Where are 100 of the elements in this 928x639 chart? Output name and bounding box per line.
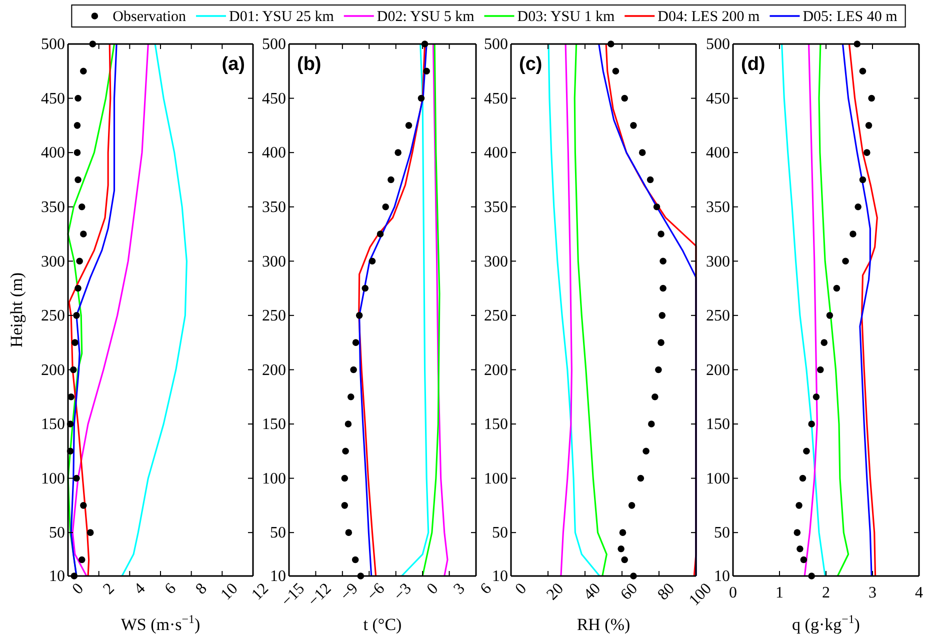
point <box>405 122 412 129</box>
point <box>658 312 666 319</box>
y-tick-label: 450 <box>41 90 65 108</box>
point <box>648 420 655 428</box>
x-tick-label: 2 <box>822 584 830 602</box>
x-tick-label: 10 <box>218 580 242 604</box>
line-series <box>848 43 878 577</box>
y-tick-label: 150 <box>706 416 730 434</box>
y-tick-label: 250 <box>484 308 508 325</box>
point <box>865 122 872 129</box>
point <box>621 556 628 564</box>
y-tick-label: 250 <box>706 308 730 325</box>
point <box>73 474 80 482</box>
y-tick-label: 250 <box>41 308 65 325</box>
annotation: (c) <box>519 54 542 75</box>
y-tick-label: 300 <box>41 253 65 270</box>
x-tick-label: 80 <box>654 580 678 604</box>
x-tick-label: 4 <box>915 584 923 602</box>
point <box>348 393 354 400</box>
point <box>796 545 804 552</box>
y-tick-label: 500 <box>41 36 65 54</box>
x-tick-label: −6 <box>364 580 388 604</box>
point <box>382 203 389 210</box>
point <box>808 420 815 428</box>
point <box>859 68 866 75</box>
point <box>342 448 349 455</box>
annotation: (b) <box>297 54 322 75</box>
x-tick-label: 3 <box>868 584 876 602</box>
point <box>76 258 83 265</box>
y-axis-title: Height (m) <box>7 272 26 348</box>
y-tick-label: 150 <box>262 416 286 434</box>
y-tick-label: 450 <box>484 90 508 108</box>
y-tick-label: 200 <box>41 362 65 379</box>
point <box>74 94 82 102</box>
x-tick-label: 0 <box>729 584 737 602</box>
point <box>621 94 628 102</box>
x-tick-label: 8 <box>192 580 210 598</box>
point <box>854 203 862 210</box>
x-tick-label: 0 <box>69 580 88 598</box>
point <box>418 94 425 102</box>
point <box>637 474 644 482</box>
y-tick-label: 450 <box>706 90 730 108</box>
point <box>612 68 620 75</box>
point <box>341 474 348 482</box>
legend-label: D03: YSU 1 km <box>517 9 615 25</box>
y-tick-label: 500 <box>484 36 508 54</box>
line-series <box>574 43 608 577</box>
point <box>356 312 363 319</box>
y-tick-label: 300 <box>484 253 508 270</box>
point <box>70 366 77 374</box>
point <box>74 149 81 156</box>
point <box>796 502 802 509</box>
y-tick-label: 200 <box>484 362 508 379</box>
point <box>864 149 870 156</box>
y-tick-label: 200 <box>262 362 286 379</box>
point <box>78 556 86 564</box>
x-tick-label: 12 <box>248 580 272 604</box>
line-series <box>548 43 600 577</box>
legend-label: D05: LES 40 m <box>802 9 898 25</box>
point <box>817 366 824 374</box>
x-axis-title: RH (%) <box>576 615 630 634</box>
point <box>653 203 660 210</box>
y-tick-label: 50 <box>492 524 508 542</box>
point <box>74 176 82 184</box>
point <box>868 94 875 102</box>
legend-label: D02: YSU 5 km <box>376 9 475 25</box>
x-tick-label: 4 <box>131 580 149 598</box>
y-tick-label: 500 <box>706 36 730 54</box>
line-series <box>842 43 872 577</box>
point <box>850 230 856 238</box>
point <box>630 122 637 129</box>
x-tick-label: 1 <box>776 584 784 602</box>
point <box>73 312 80 319</box>
point <box>628 502 636 509</box>
point <box>74 122 81 129</box>
point <box>341 502 348 509</box>
x-tick-label: 6 <box>162 580 180 598</box>
line-series <box>781 43 826 577</box>
point <box>833 284 840 292</box>
y-tick-label: 50 <box>270 524 286 542</box>
y-tick-label: 50 <box>714 524 730 542</box>
y-tick-label: 350 <box>484 198 508 216</box>
line-series <box>400 43 430 577</box>
point <box>78 203 86 210</box>
y-tick-label: 100 <box>484 470 508 488</box>
point <box>655 366 662 374</box>
x-tick-label: 60 <box>618 580 642 604</box>
x-tick-label: 3 <box>450 580 468 598</box>
point <box>619 529 626 536</box>
y-tick-label: 350 <box>262 198 286 216</box>
x-tick-label: −9 <box>337 580 362 604</box>
legend-label: Observation <box>112 9 186 25</box>
x-axis-title: t (°C) <box>363 615 402 634</box>
y-tick-label: 100 <box>706 470 730 488</box>
point <box>618 545 624 552</box>
y-tick-label: 150 <box>484 416 508 434</box>
point <box>72 339 78 346</box>
y-tick-label: 150 <box>41 416 65 434</box>
point <box>859 176 866 184</box>
y-tick-label: 450 <box>262 90 286 108</box>
